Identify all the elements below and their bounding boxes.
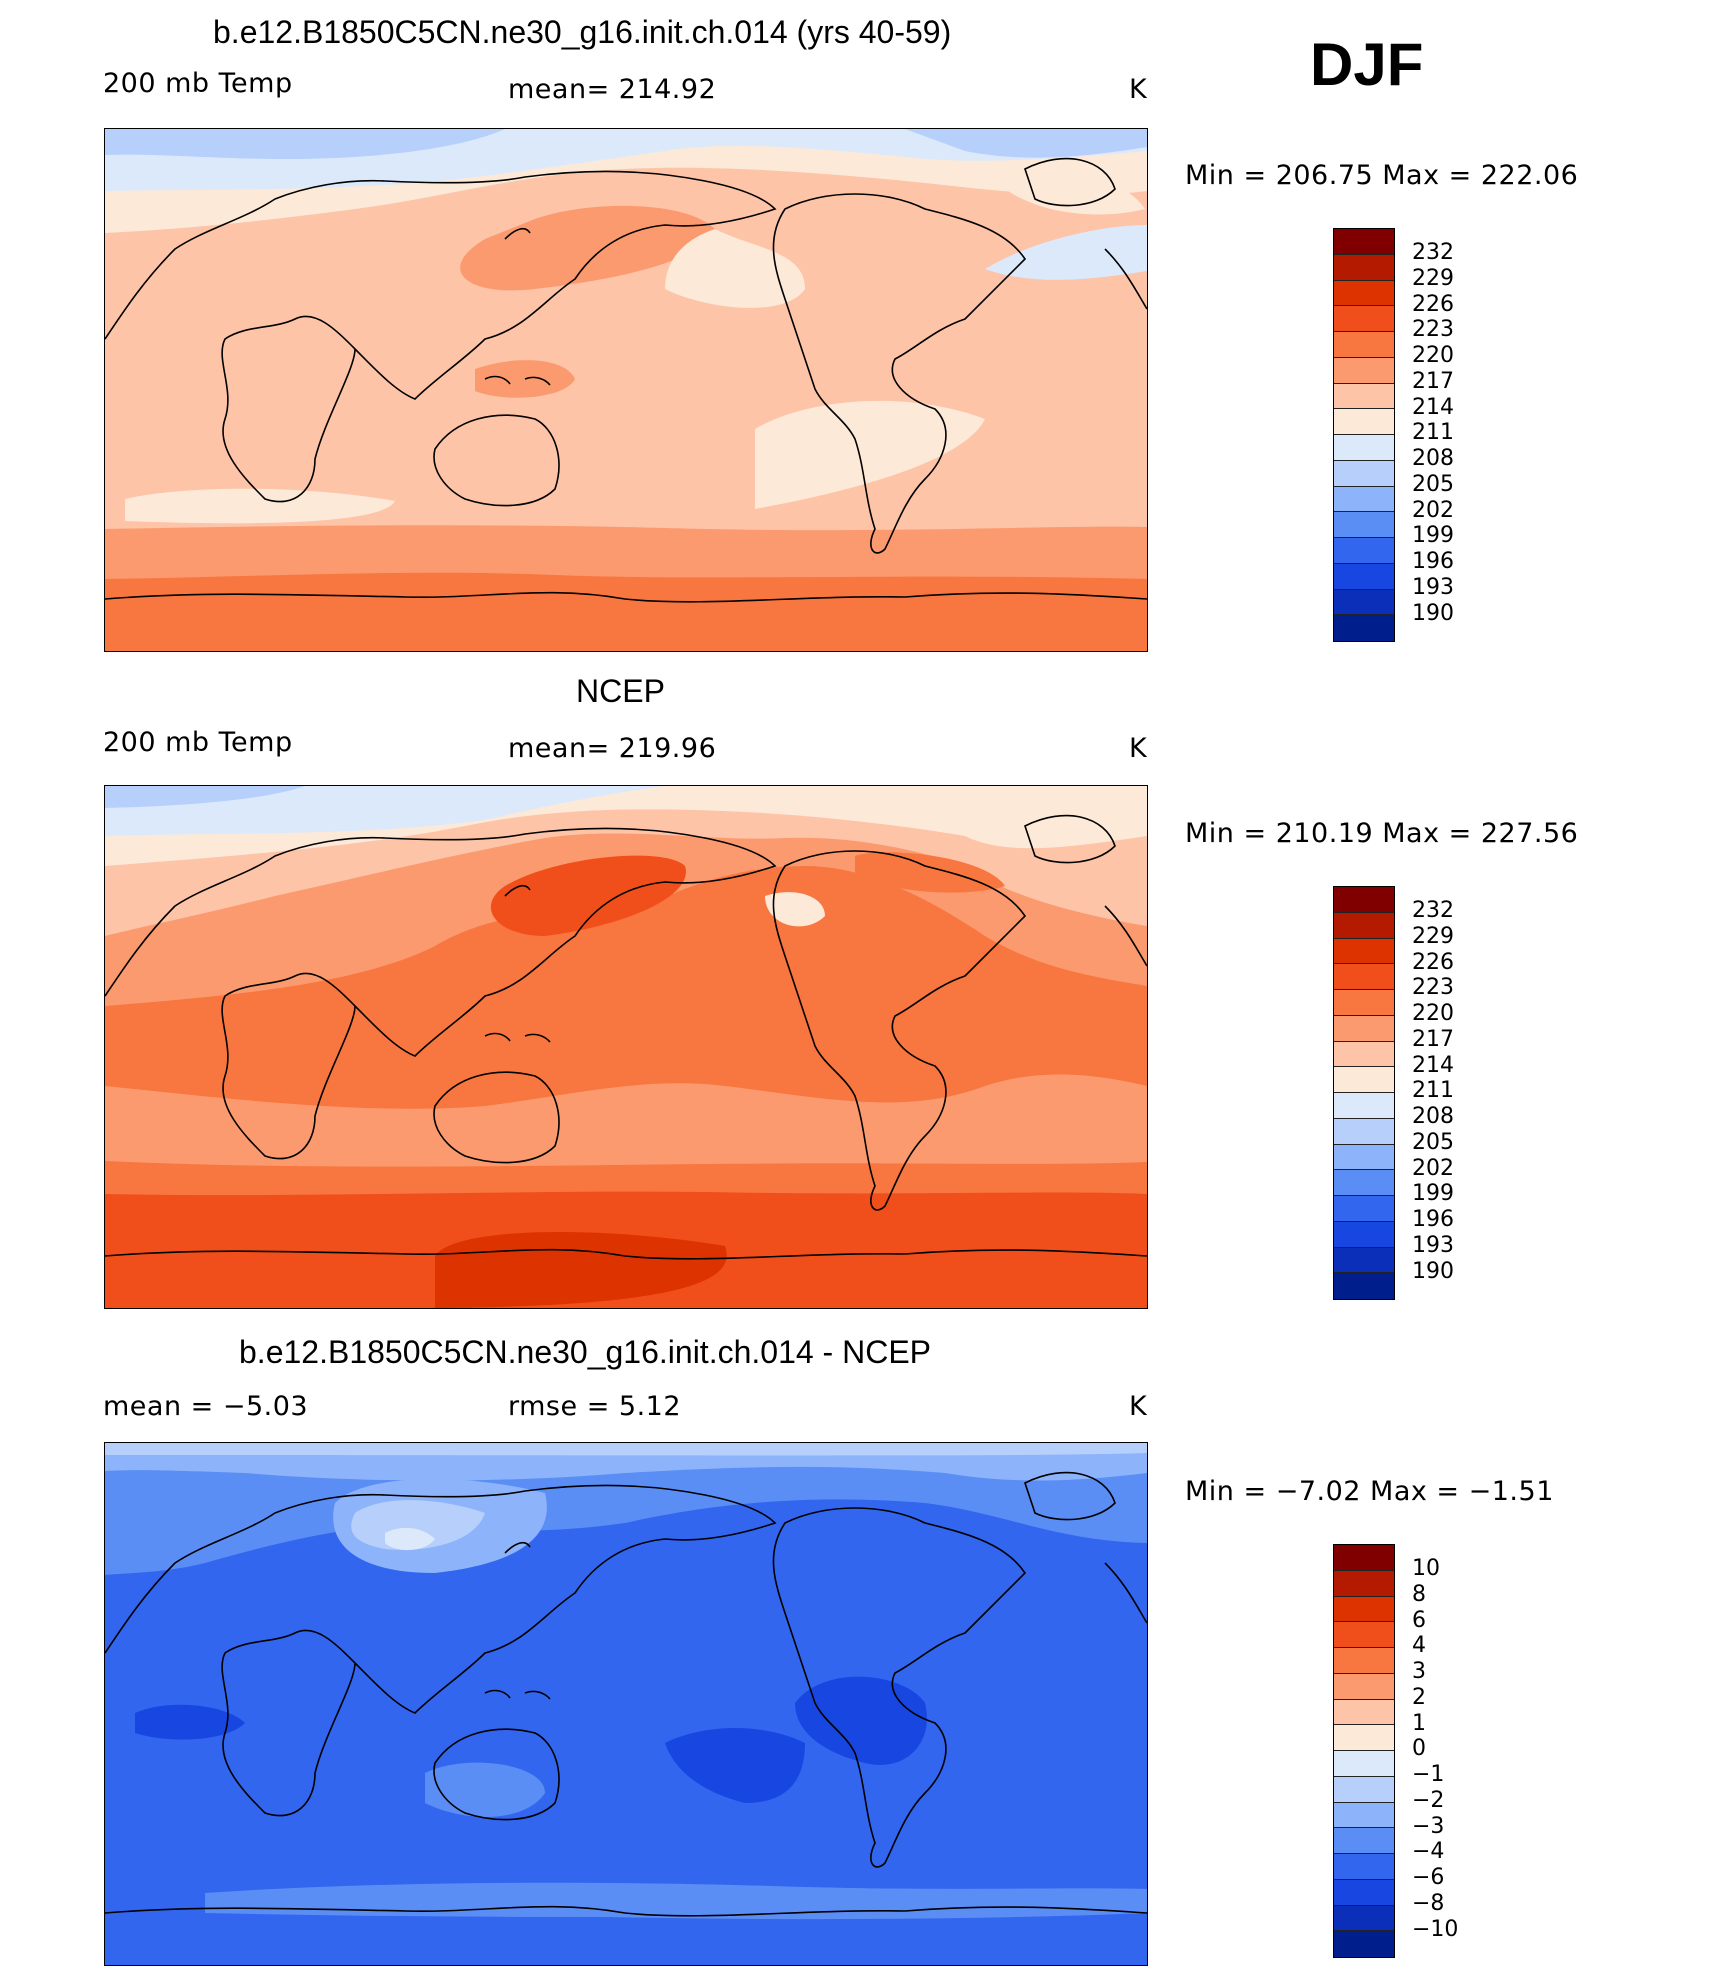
colorbar-tick: 1 (1412, 1710, 1426, 1736)
colorbar-tick: 202 (1412, 497, 1454, 523)
colorbar-tick: 214 (1412, 1052, 1454, 1078)
panel1-map (104, 128, 1148, 652)
colorbar-tick: 190 (1412, 600, 1454, 626)
colorbar-tick: 226 (1412, 291, 1454, 317)
colorbar-tick: 208 (1412, 446, 1454, 471)
colorbar-tick: 220 (1412, 343, 1454, 368)
colorbar-tick: 10 (1412, 1556, 1440, 1581)
panel2-colorbar (1333, 886, 1395, 1300)
season-label: DJF (1310, 31, 1424, 98)
colorbar-tick: 211 (1412, 420, 1454, 446)
colorbar-tick: 199 (1412, 523, 1454, 549)
colorbar-tick: 196 (1412, 549, 1454, 574)
colorbar-tick: −3 (1412, 1813, 1445, 1839)
colorbar-tick: 226 (1412, 949, 1454, 975)
panel3-colorbar (1333, 1544, 1395, 1958)
panel2-map (104, 785, 1148, 1309)
panel2-variable-label: 200 mb Temp (103, 727, 293, 758)
panel1-variable-label: 200 mb Temp (103, 68, 293, 99)
colorbar-tick: 190 (1412, 1258, 1454, 1284)
colorbar-tick: −8 (1412, 1890, 1445, 1916)
panel2-units: K (1129, 733, 1148, 764)
colorbar-tick: 205 (1412, 471, 1454, 497)
panel3-map (104, 1442, 1148, 1966)
panel2-minmax: Min = 210.19 Max = 227.56 (1185, 818, 1579, 849)
panel1-colorbar (1333, 228, 1395, 642)
colorbar-tick: 8 (1412, 1581, 1426, 1607)
panel3-units: K (1129, 1391, 1148, 1422)
colorbar-tick: 223 (1412, 975, 1454, 1001)
colorbar-tick: −1 (1412, 1762, 1445, 1787)
colorbar-tick: 229 (1412, 265, 1454, 291)
colorbar-tick: 199 (1412, 1181, 1454, 1207)
panel2-mean-label: mean= 219.96 (508, 733, 717, 764)
colorbar-tick: 193 (1412, 1232, 1454, 1258)
panel1-minmax: Min = 206.75 Max = 222.06 (1185, 160, 1579, 191)
colorbar-tick: −6 (1412, 1865, 1445, 1890)
colorbar-tick: 223 (1412, 317, 1454, 343)
panel3-mean-label: mean = −5.03 (103, 1391, 309, 1422)
panel1-title: b.e12.B1850C5CN.ne30_g16.init.ch.014 (yr… (213, 14, 952, 50)
colorbar-tick: 220 (1412, 1001, 1454, 1026)
colorbar-tick: −4 (1412, 1839, 1445, 1865)
panel1-units: K (1129, 74, 1148, 105)
colorbar-tick: −10 (1412, 1916, 1459, 1942)
panel3-title: b.e12.B1850C5CN.ne30_g16.init.ch.014 - N… (239, 1334, 931, 1370)
colorbar-tick: −2 (1412, 1787, 1445, 1813)
colorbar-tick: 208 (1412, 1104, 1454, 1129)
panel2-title: NCEP (576, 673, 665, 709)
colorbar-tick: 211 (1412, 1078, 1454, 1104)
colorbar-tick: 196 (1412, 1207, 1454, 1232)
panel1-mean-label: mean= 214.92 (508, 74, 717, 105)
panel3-minmax: Min = −7.02 Max = −1.51 (1185, 1476, 1554, 1507)
colorbar-tick: 217 (1412, 368, 1454, 394)
colorbar-tick: 3 (1412, 1659, 1426, 1684)
panel3-rmse-label: rmse = 5.12 (508, 1391, 682, 1422)
colorbar-tick: 2 (1412, 1684, 1426, 1710)
colorbar-tick: 232 (1412, 240, 1454, 265)
colorbar-tick: 217 (1412, 1026, 1454, 1052)
colorbar-tick: 232 (1412, 898, 1454, 923)
colorbar-tick: 0 (1412, 1736, 1426, 1762)
colorbar-tick: 205 (1412, 1129, 1454, 1155)
colorbar-tick: 6 (1412, 1607, 1426, 1633)
colorbar-tick: 214 (1412, 394, 1454, 420)
colorbar-tick: 4 (1412, 1633, 1426, 1659)
colorbar-tick: 202 (1412, 1155, 1454, 1181)
colorbar-tick: 229 (1412, 923, 1454, 949)
colorbar-tick: 193 (1412, 574, 1454, 600)
